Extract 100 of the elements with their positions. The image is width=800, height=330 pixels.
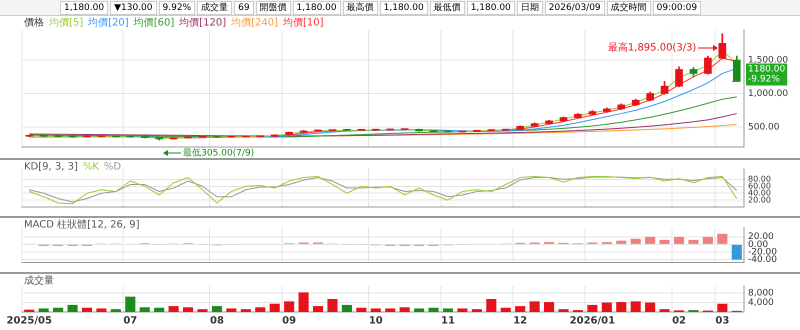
text: 均價[5] (48, 16, 84, 29)
text: 最低價 (430, 0, 465, 14)
bar (674, 236, 684, 244)
annotation: 最低305.00(7/9) (183, 147, 254, 158)
bar (240, 309, 251, 312)
bar (96, 308, 106, 312)
bar (616, 240, 626, 244)
x-tick-label: 03 (715, 316, 730, 327)
bar (226, 308, 236, 312)
bar (327, 299, 338, 312)
y-tick-label: 40.00 (748, 188, 771, 198)
bar (530, 301, 540, 312)
bar (183, 307, 194, 312)
chart-title: MACD 柱狀體[12, 26, 9] (24, 218, 140, 231)
bar (385, 308, 396, 312)
ref-line-label: 1180.00 -9.92% (748, 64, 786, 84)
bar (154, 308, 164, 312)
x-tick-label: 08 (210, 316, 224, 327)
bar (717, 304, 728, 312)
y-tick-label: 80.00 (748, 174, 771, 184)
text: 2026/03/09 (544, 0, 605, 14)
bar (284, 301, 294, 312)
bar (688, 240, 699, 244)
text: 均價[60] (132, 16, 174, 29)
bar (660, 309, 670, 312)
bar (442, 308, 454, 312)
text: 9.92% (158, 0, 196, 14)
y-tick-label: 500.00 (748, 122, 780, 132)
bar (616, 302, 626, 312)
bar (645, 236, 656, 244)
chart-title: KD[9, 3, 3] (24, 162, 78, 173)
bar (544, 302, 554, 312)
bar (270, 304, 280, 312)
y-tick-label: 60.00 (748, 181, 771, 190)
x-tick-label: 02 (672, 316, 686, 327)
x-tick-label: 11 (441, 316, 455, 327)
annotation: 最高1,895.00(3/3) (608, 42, 696, 54)
bar (168, 306, 179, 312)
bar (645, 302, 656, 312)
y-tick-label: 20.00 (748, 195, 771, 204)
bar (414, 308, 424, 312)
bar (602, 302, 612, 312)
bar (370, 308, 381, 312)
bar (428, 308, 439, 312)
x-tick-label: 10 (368, 316, 383, 327)
bar (587, 304, 598, 312)
text: 1,180.00 (380, 0, 428, 14)
bar (400, 307, 410, 312)
y-tick-label: -40.00 (748, 254, 778, 265)
x-tick-label: 09 (282, 316, 296, 327)
bar (342, 304, 352, 312)
bar (630, 301, 641, 312)
text: 均價[20] (87, 16, 129, 29)
text: 最高價 (342, 0, 378, 14)
bar (312, 306, 324, 312)
bar (660, 240, 670, 244)
x-tick-label: 12 (513, 316, 528, 327)
bar (500, 308, 511, 312)
bar (717, 234, 728, 244)
bar (38, 308, 49, 312)
text: 開盤價 (256, 0, 291, 14)
bar (486, 299, 496, 312)
y-tick-label: 1,500.00 (748, 55, 788, 66)
bar (125, 296, 136, 312)
y-tick-label: 8,000 (748, 288, 774, 298)
y-tick-label: 1,000.00 (748, 88, 788, 99)
bar (140, 307, 150, 312)
y-tick-label: 4,000 (748, 298, 774, 308)
text: 1,180.00 (466, 0, 515, 14)
text: 09:00:09 (652, 0, 702, 14)
text: 均價[10] (282, 16, 324, 29)
bar (732, 244, 742, 260)
text: 成交時間 (606, 0, 651, 14)
text: 1,180.00 (292, 0, 341, 14)
bar (255, 307, 266, 312)
bar (702, 236, 713, 244)
bar (298, 292, 309, 312)
bar (110, 309, 121, 312)
text: 1,180.00 (60, 0, 108, 14)
x-tick-label: 2026/01 (570, 316, 616, 327)
bar (630, 238, 641, 244)
text: 日期 (516, 0, 543, 14)
bar (67, 304, 78, 312)
series-label: %K (82, 162, 100, 173)
bar (558, 309, 569, 312)
text: 均價[120] (178, 16, 226, 29)
bar (82, 308, 92, 312)
x-tick-label: 07 (123, 316, 138, 327)
bar (53, 308, 64, 312)
bar (472, 309, 482, 312)
x-tick-label: 2025/05 (6, 316, 52, 327)
bar (212, 306, 222, 312)
text: 69 (234, 0, 254, 14)
bar (515, 306, 526, 312)
text: 均價[240] (230, 16, 278, 29)
bar (197, 309, 208, 312)
bar (457, 308, 468, 312)
series-label: %D (104, 162, 122, 173)
text: ▼130.00 (110, 0, 156, 14)
bar (356, 308, 366, 312)
